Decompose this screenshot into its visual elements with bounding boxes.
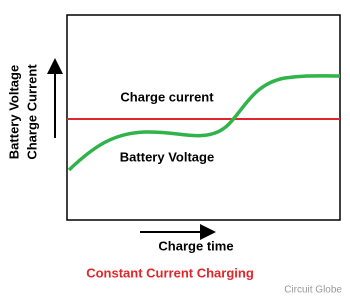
x-axis-label: Charge time (158, 238, 233, 253)
watermark: Circuit Globe (284, 285, 342, 296)
y-axis-label: Charge Current (24, 64, 39, 160)
current-label: Charge current (120, 89, 214, 104)
y-axis-label: Battery Voltage (6, 65, 21, 159)
title: Constant Current Charging (86, 265, 254, 280)
plot-frame (66, 14, 341, 221)
voltage-curve (67, 74, 341, 172)
voltage-label: Battery Voltage (120, 149, 214, 164)
